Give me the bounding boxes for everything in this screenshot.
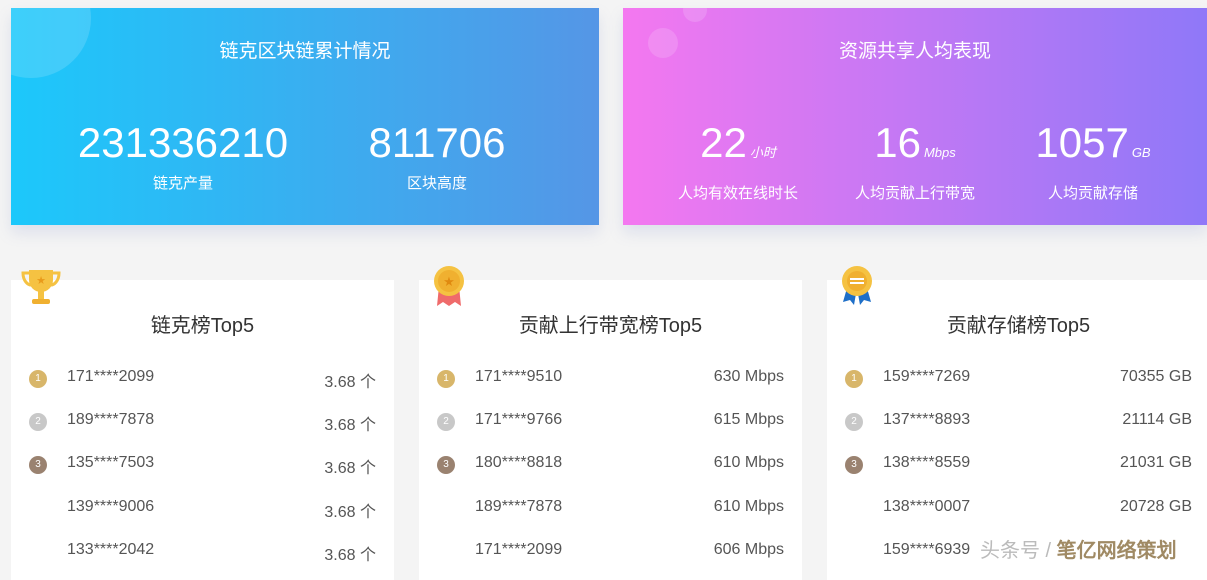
rank-medal-icon: 3: [437, 456, 455, 475]
leaderboard-title: 链克榜Top5: [150, 315, 255, 337]
decoration: [648, 28, 678, 58]
watermark: 头条号 / 笔亿网络策划: [980, 540, 1177, 562]
user-id: 189****7878: [475, 497, 563, 515]
banner-title: 链克区块链累计情况: [219, 41, 391, 62]
row-value: 610 Mbps: [713, 454, 784, 472]
leaderboard-row: 138****0007 20728 GB: [827, 498, 1207, 522]
row-value: 3.68 个: [324, 417, 376, 435]
user-id: 171****2099: [67, 368, 155, 385]
user-id: 171****2099: [475, 540, 563, 558]
user-id: 171****9510: [475, 368, 563, 385]
row-value: 3.68 个: [324, 374, 376, 391]
stat-output: 231336210 链克产量: [77, 119, 289, 192]
user-id: 138****0007: [883, 497, 971, 515]
rank-medal-icon: 3: [845, 456, 863, 475]
leaderboard-row: 1 171****9510 630 Mbps: [419, 368, 802, 392]
leaderboard-row: 2 137****8893 21114 GB: [827, 411, 1207, 435]
user-id: 189****7878: [67, 411, 155, 429]
row-value: 3.68 个: [324, 503, 376, 521]
leaderboard-row: 1 171****2099 3.68 个: [11, 368, 394, 392]
row-value: 70355 GB: [1119, 368, 1192, 385]
leaderboard-row: 1 159****7269 70355 GB: [827, 368, 1207, 392]
leaderboard-row: 3 135****7503 3.68 个: [11, 454, 394, 478]
chain-summary-banner: 链克区块链累计情况 231336210 链克产量 811706 区块高度: [11, 8, 599, 225]
rank-medal-icon: 1: [845, 370, 863, 388]
leaderboard-title: 贡献上行带宽榜Top5: [518, 315, 703, 337]
user-id: 138****8559: [883, 454, 971, 472]
leaderboard-card: ★ 贡献上行带宽榜Top5 1 171****9510 630 Mbps 2 1…: [419, 266, 802, 580]
user-id: 159****7269: [883, 368, 971, 385]
rank-medal-icon: 2: [437, 413, 455, 432]
banner-title: 资源共享人均表现: [838, 41, 991, 62]
leaderboard-row: 2 171****9766 615 Mbps: [419, 411, 802, 435]
row-value: 630 Mbps: [713, 368, 784, 385]
row-value: 21114 GB: [1122, 411, 1192, 429]
leaderboard-row: 139****9006 3.68 个: [11, 498, 394, 522]
leaderboard-title: 贡献存储榜Top5: [946, 315, 1091, 337]
decoration: [683, 8, 707, 22]
rank-medal-icon: 1: [29, 370, 47, 388]
stat-block-height: 811706 区块高度: [368, 119, 506, 192]
leaderboard-row: 3 138****8559 21031 GB: [827, 454, 1207, 478]
leaderboard-row: 159****6939: [827, 541, 1207, 565]
leaderboard-row: 133****2042 3.68 个: [11, 541, 394, 565]
stat-bandwidth: 16 Mbps 人均贡献上行带宽: [854, 119, 975, 202]
row-value: 3.68 个: [324, 546, 376, 564]
row-value: 606 Mbps: [713, 540, 784, 558]
user-id: 133****2042: [67, 540, 155, 558]
stat-online: 22 小时 人均有效在线时长: [677, 119, 798, 202]
row-value: 20728 GB: [1119, 497, 1192, 515]
leaderboard-row: 171****2099 606 Mbps: [419, 541, 802, 565]
svg-text:★: ★: [36, 275, 46, 287]
row-value: 3.68 个: [324, 460, 376, 478]
user-id: 180****8818: [475, 454, 563, 472]
row-value: 615 Mbps: [713, 411, 784, 429]
rank-medal-icon: 3: [29, 456, 47, 475]
rank-medal-icon: 2: [29, 413, 47, 432]
leaderboard-card: 贡献存储榜Top5 1 159****7269 70355 GB 2 137**…: [827, 266, 1207, 580]
rank-medal-icon: 1: [437, 370, 455, 388]
user-id: 135****7503: [67, 454, 155, 472]
rank-medal-icon: 2: [845, 413, 863, 432]
user-id: 171****9766: [475, 411, 563, 429]
leaderboard-card: ★ 链克榜Top5 1 171****2099 3.68 个 2 189****…: [11, 270, 394, 580]
user-id: 137****8893: [883, 411, 971, 429]
row-value: 610 Mbps: [713, 497, 784, 515]
user-id: 139****9006: [67, 497, 155, 515]
leaderboard-row: 2 189****7878 3.68 个: [11, 411, 394, 435]
leaderboard-row: 189****7878 610 Mbps: [419, 498, 802, 522]
user-id: 159****6939: [883, 540, 971, 558]
resource-share-banner: 资源共享人均表现 22 小时 人均有效在线时长 16 Mbps 人均贡献上行带宽 105…: [623, 8, 1207, 225]
leaderboard-row: 3 180****8818 610 Mbps: [419, 454, 802, 478]
svg-text:★: ★: [443, 274, 455, 289]
stat-storage: 1057 GB 人均贡献存储: [1035, 119, 1151, 202]
row-value: 21031 GB: [1119, 454, 1192, 472]
